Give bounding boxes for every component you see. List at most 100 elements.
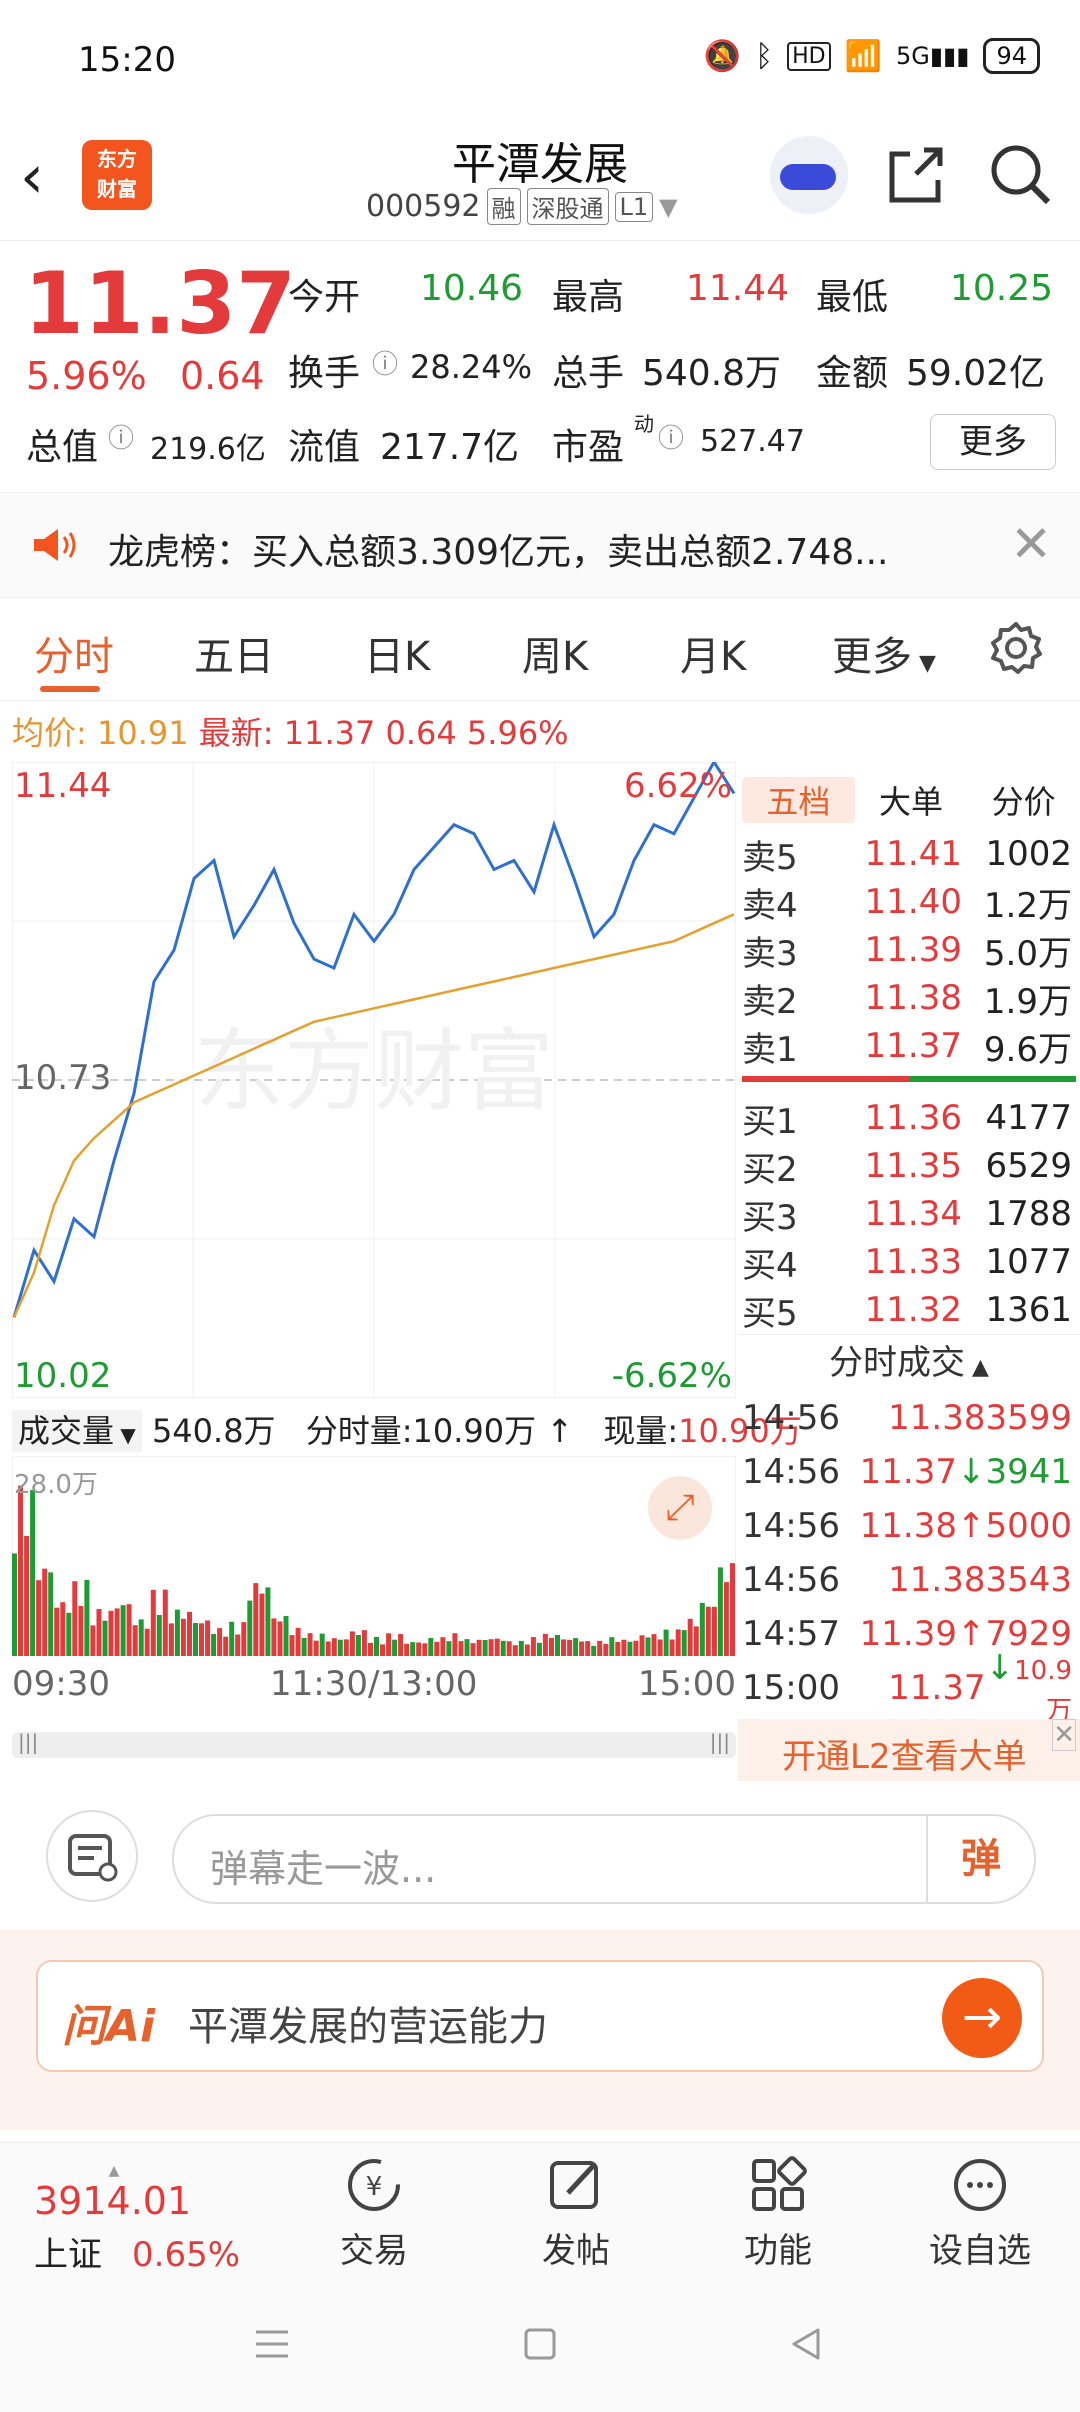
danmu-input[interactable]: 弹幕走一波... 弹 (172, 1814, 1036, 1904)
ask-row[interactable]: 卖4 11.40 1.2万 (738, 878, 1080, 926)
volume-bar (392, 1639, 398, 1656)
tag-margin: 融 (486, 188, 521, 225)
volume-bar (603, 1643, 609, 1656)
volume-bar (235, 1634, 241, 1656)
ask-price: 11.37 (864, 1026, 962, 1066)
time-end: 15:00 (638, 1664, 736, 1704)
volume-bar (633, 1640, 639, 1656)
volume-bar (669, 1639, 675, 1656)
tab-five-day[interactable]: 五日 (194, 634, 274, 680)
bid-row[interactable]: 买2 11.35 6529 (738, 1142, 1080, 1190)
nav-functions[interactable]: 功能 (708, 2155, 848, 2272)
volume-bar (615, 1642, 621, 1656)
volume-bar (597, 1640, 603, 1656)
nav-add-watchlist[interactable]: 设自选 (910, 2155, 1050, 2272)
float-label: 流值 (288, 427, 361, 468)
volume-bar (567, 1639, 573, 1656)
volume-bar (48, 1572, 54, 1656)
expand-icon[interactable]: ⤢ (648, 1476, 712, 1540)
pe-sup: 动 (634, 412, 654, 436)
volume-chart[interactable]: 成交量 ▼ 540.8万 分时量:10.90万 ↑ 现量:10.90万 28.0… (12, 1410, 802, 1704)
tab-more[interactable]: 更多 ▼ (832, 634, 936, 680)
ask-row[interactable]: 卖2 11.38 1.9万 (738, 974, 1080, 1022)
latest-price: 11.37 (283, 714, 376, 752)
tab-weekly-k[interactable]: 周K (522, 634, 589, 680)
volume-selector[interactable]: 成交量 ▼ (12, 1410, 142, 1452)
tick-price: 11.37 (888, 1668, 986, 1708)
l2-banner[interactable]: 开通L2查看大单 ✕ (738, 1719, 1080, 1781)
volume-bar (542, 1633, 548, 1656)
time-scrollbar[interactable]: ||| ||| (12, 1730, 736, 1758)
nav-trade[interactable]: ¥ 交易 (304, 2155, 444, 2272)
volume-bar (150, 1589, 156, 1656)
tab-monthly-k[interactable]: 月K (680, 634, 747, 680)
volume-bar (446, 1641, 452, 1656)
share-icon[interactable] (880, 140, 950, 210)
search-icon[interactable] (986, 140, 1056, 210)
tab-five-levels[interactable]: 五档 (742, 777, 855, 823)
bid-price: 11.32 (864, 1290, 962, 1330)
arrow-right-icon[interactable]: → (942, 1978, 1022, 2058)
grid-icon (752, 2156, 807, 2211)
chevron-down-icon[interactable]: ▼ (659, 192, 678, 221)
volume-bar (120, 1605, 126, 1656)
volume-bar (434, 1641, 440, 1656)
tab-intraday[interactable]: 分时 (34, 634, 114, 680)
bid-row[interactable]: 买4 11.33 1077 (738, 1238, 1080, 1286)
index-widget[interactable]: ▲ 3914.01 上证 0.65% (34, 2163, 240, 2276)
nav-post[interactable]: 发帖 (506, 2155, 646, 2272)
volume-bar (12, 1553, 17, 1656)
watermark: 东方财富 (194, 1019, 554, 1124)
info-icon[interactable]: ⓘ (108, 424, 135, 454)
volume-bar (361, 1630, 367, 1656)
scroll-handle-right[interactable]: ||| (709, 1730, 730, 1754)
tab-daily-k[interactable]: 日K (364, 634, 431, 680)
home-icon[interactable] (520, 2324, 560, 2364)
ask-level: 卖4 (742, 885, 798, 926)
bid-price: 11.35 (864, 1146, 962, 1186)
ask-ai-box[interactable]: 问Ai 平潭发展的营运能力 → (36, 1960, 1044, 2072)
close-icon[interactable]: ✕ (1052, 1719, 1076, 1751)
volume-bar (555, 1635, 560, 1656)
stock-header: ‹ 东方 财富 平潭发展 000592 融 深股通 L1 ▼ (0, 120, 1080, 241)
gear-icon[interactable] (988, 620, 1044, 676)
intraday-chart[interactable]: 东方财富 11.44 10.73 10.02 6.62% -6.62% (12, 762, 736, 1398)
notice-bar[interactable]: 龙虎榜：买入总额3.309亿元，卖出总额2.748... ✕ (0, 492, 1080, 598)
volume-bar (102, 1620, 108, 1656)
info-icon[interactable]: ⓘ (372, 350, 399, 380)
bid-row[interactable]: 买3 11.34 1788 (738, 1190, 1080, 1238)
volume-bar (675, 1629, 681, 1656)
menu-icon[interactable] (252, 2324, 292, 2364)
ask-row[interactable]: 卖3 11.39 5.0万 (738, 926, 1080, 974)
scroll-handle-left[interactable]: ||| (18, 1730, 39, 1754)
ai-robot-icon[interactable] (770, 136, 848, 214)
bid-row[interactable]: 买1 11.36 4177 (738, 1094, 1080, 1142)
bluetooth-icon: ᛒ (755, 38, 774, 74)
bid-row[interactable]: 买5 11.32 1361 (738, 1286, 1080, 1334)
volume-bar (18, 1485, 23, 1656)
pct-min-label: -6.62% (611, 1356, 732, 1396)
volume-bar (331, 1638, 337, 1656)
tab-big-orders[interactable]: 大单 (879, 783, 944, 821)
ticks-title[interactable]: 分时成交 ▲ (738, 1334, 1080, 1391)
tab-price-dist[interactable]: 分价 (991, 783, 1056, 821)
volume-bar (591, 1645, 597, 1656)
back-button[interactable]: ‹ (20, 142, 44, 212)
ask-row[interactable]: 卖1 11.37 9.6万 (738, 1022, 1080, 1070)
volume-bar (416, 1642, 422, 1656)
volume-bar (223, 1636, 229, 1656)
signal-icon: 5G▮▮▮ (895, 42, 970, 70)
more-button[interactable]: 更多 (930, 414, 1056, 470)
volume-bar (494, 1638, 500, 1656)
close-icon[interactable]: ✕ (1010, 515, 1052, 573)
comment-list-icon[interactable] (46, 1810, 138, 1902)
volume-bar (337, 1639, 343, 1656)
volume-bar (289, 1635, 295, 1656)
mute-icon: 🔕 (703, 38, 742, 74)
danmu-button[interactable]: 弹 (926, 1816, 1034, 1902)
volume-bar (705, 1606, 711, 1656)
ask-row[interactable]: 卖5 11.41 1002 (738, 830, 1080, 878)
info-icon[interactable]: ⓘ (658, 424, 685, 454)
bid-level: 买4 (742, 1245, 798, 1286)
back-icon[interactable] (786, 2324, 826, 2364)
